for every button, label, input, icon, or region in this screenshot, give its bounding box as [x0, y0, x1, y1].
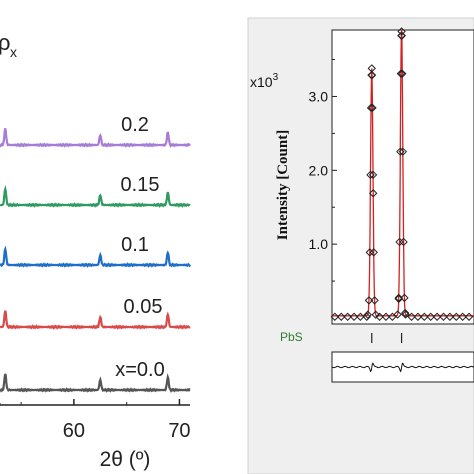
observed-point	[464, 312, 474, 321]
left-title-subscript: x	[10, 44, 17, 60]
y-axis-label: Intensity [Count]	[275, 130, 291, 240]
y-multiplier-exponent: 3	[273, 72, 279, 83]
observed-point	[363, 310, 372, 319]
series-label: 0.15	[121, 174, 160, 196]
observed-point	[375, 312, 384, 321]
observed-point	[337, 312, 346, 321]
left-x-axis-label: 2θ (º)	[100, 448, 151, 471]
series-label: 0.2	[121, 114, 149, 136]
observed-point	[400, 308, 410, 318]
right-tick-group: 1.0 2.0 3.0	[309, 59, 337, 282]
series-line	[0, 128, 191, 148]
left-tick-group: 60 70	[20, 399, 191, 442]
observed-point	[330, 312, 340, 321]
observed-point	[393, 310, 402, 319]
observed-point	[368, 103, 377, 113]
right-panel-border	[247, 17, 474, 474]
observed-point	[400, 293, 409, 303]
difference-curve	[331, 362, 474, 373]
y-tick-label: 3.0	[309, 88, 329, 104]
series-label: 0.1	[121, 234, 149, 256]
series-label: 0.05	[124, 296, 163, 318]
series-line	[0, 245, 191, 268]
observed-point	[364, 296, 374, 305]
observed-point	[426, 312, 435, 321]
right-data-group	[330, 27, 474, 321]
observed-point	[396, 69, 406, 78]
observed-point	[368, 170, 378, 180]
x-tick-label: 70	[168, 420, 190, 442]
observed-point	[399, 237, 408, 247]
observed-point	[398, 147, 408, 156]
observed-point	[366, 170, 375, 180]
observed-point	[356, 312, 365, 321]
x-tick-label: 60	[63, 420, 85, 442]
observed-point	[394, 293, 403, 303]
series-label: x=0.0	[115, 359, 164, 381]
observed-point	[398, 69, 407, 78]
observed-point	[396, 147, 405, 156]
series-line	[0, 184, 191, 208]
observed-point	[397, 31, 407, 40]
observed-point	[420, 312, 429, 321]
observed-point	[381, 312, 391, 321]
observed-point	[368, 189, 378, 198]
y-multiplier: x103	[250, 72, 279, 90]
observed-point	[445, 312, 455, 321]
phase-label: PbS	[280, 330, 303, 344]
observed-point	[432, 312, 442, 321]
stacked-xrd-panel: ρ x 0.2 0.15 0.1 0.05 x=0.0 60 70 2θ (º)	[0, 30, 191, 471]
observed-point	[452, 312, 461, 321]
observed-point	[370, 296, 379, 305]
observed-point	[366, 103, 376, 113]
observed-point	[343, 312, 352, 321]
calculated-profile	[332, 29, 474, 317]
phase-tick-group	[371, 333, 403, 343]
y-tick-label: 1.0	[309, 236, 329, 252]
observed-point	[349, 312, 359, 321]
y-multiplier-base: x10	[250, 74, 273, 90]
observed-point	[369, 248, 378, 257]
series-line	[0, 372, 191, 394]
observed-point	[413, 312, 423, 321]
observed-point	[407, 312, 416, 321]
observed-point	[367, 70, 377, 80]
observed-point	[401, 310, 410, 319]
y-tick-label: 2.0	[309, 162, 329, 178]
left-title-symbol: ρ	[0, 30, 11, 55]
left-series-group: 0.2 0.15 0.1 0.05 x=0.0	[0, 114, 191, 394]
refinement-panel: x103 Intensity [Count] 1.0 2.0 3.0 PbS	[247, 17, 474, 474]
observed-point	[397, 27, 406, 36]
observed-point	[458, 312, 467, 321]
series-line	[0, 310, 191, 330]
observed-point	[439, 312, 448, 321]
observed-point	[371, 310, 380, 319]
